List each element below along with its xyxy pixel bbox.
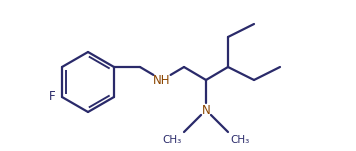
Text: CH₃: CH₃ — [163, 135, 182, 145]
Text: N: N — [201, 103, 210, 117]
Text: CH₃: CH₃ — [230, 135, 249, 145]
Text: NH: NH — [153, 74, 171, 87]
Text: F: F — [49, 90, 56, 103]
